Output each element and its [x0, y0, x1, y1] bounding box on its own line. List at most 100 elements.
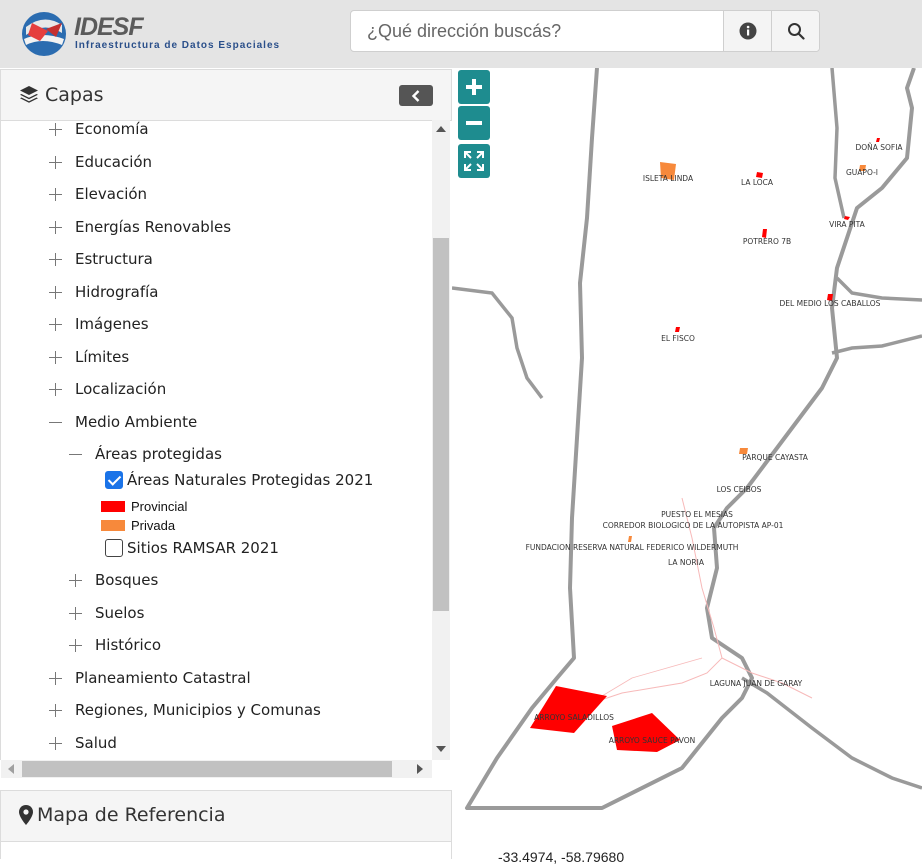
search-button[interactable]	[771, 11, 819, 51]
expand-icon[interactable]	[48, 736, 63, 751]
top-bar: IDESF Infraestructura de Datos Espaciale…	[0, 0, 922, 68]
scroll-down-arrow-icon[interactable]	[436, 746, 446, 752]
expand-icon[interactable]	[48, 155, 63, 170]
tree-item-suelos[interactable]: Suelos	[68, 599, 144, 627]
map-label: PUESTO EL MESIAS	[661, 510, 733, 519]
tree-item[interactable]: Hidrografía	[48, 278, 159, 306]
layer-anp[interactable]: Áreas Naturales Protegidas 2021	[105, 466, 373, 494]
side-panel: Capas Economía Educación Elevación Energ…	[0, 68, 452, 859]
expand-icon[interactable]	[48, 220, 63, 235]
address-search-input[interactable]	[351, 11, 723, 51]
protected-area-provincial	[844, 216, 850, 220]
department-boundary	[741, 676, 922, 790]
expand-icon[interactable]	[48, 703, 63, 718]
map-label: LAGUNA JUAN DE GARAY	[710, 679, 803, 688]
expand-icon[interactable]	[68, 573, 83, 588]
layer-checkbox[interactable]	[105, 539, 123, 557]
tree-item-historico[interactable]: Histórico	[68, 631, 161, 659]
tree-item-label: Planeamiento Catastral	[75, 669, 251, 687]
layer-checkbox[interactable]	[105, 471, 123, 489]
tree-item[interactable]: Regiones, Municipios y Comunas	[48, 696, 321, 724]
tree-item-label: Energías Renovables	[75, 218, 232, 236]
expand-icon[interactable]	[48, 671, 63, 686]
tree-item-label: Regiones, Municipios y Comunas	[75, 701, 321, 719]
tree-item[interactable]: Elevación	[48, 180, 147, 208]
river	[601, 657, 703, 697]
map-label: LOS CEIBOS	[717, 485, 762, 494]
expand-icon[interactable]	[68, 638, 83, 653]
logo-subtitle: Infraestructura de Datos Espaciales	[75, 40, 281, 51]
protected-area-provincial	[762, 229, 767, 238]
scroll-left-arrow-icon[interactable]	[8, 764, 14, 774]
expand-icon[interactable]	[68, 606, 83, 621]
reference-map-body	[0, 842, 452, 859]
expand-icon[interactable]	[48, 382, 63, 397]
tree-item[interactable]: Estructura	[48, 245, 153, 273]
map-label: VIRA PITA	[829, 220, 865, 229]
map-view[interactable]: DOÑA SOFIA GUAPO-I ISLETA LINDA LA LOCA …	[452, 68, 922, 859]
scrollbar-thumb[interactable]	[433, 238, 449, 611]
map-canvas[interactable]: DOÑA SOFIA GUAPO-I ISLETA LINDA LA LOCA …	[452, 68, 922, 859]
map-label: POTRERO 7B	[743, 237, 791, 246]
collapse-icon[interactable]	[68, 447, 83, 462]
collapse-panel-button[interactable]	[399, 85, 433, 106]
plus-icon	[466, 79, 482, 95]
map-label: CORREDOR BIOLOGICO DE LA AUTOPISTA AP-01	[603, 521, 784, 530]
minus-icon	[466, 121, 482, 125]
scroll-right-arrow-icon[interactable]	[417, 764, 423, 774]
expand-icon[interactable]	[48, 252, 63, 267]
full-extent-button[interactable]	[458, 144, 490, 178]
vertical-scrollbar[interactable]	[432, 120, 450, 760]
tree-item[interactable]: Imágenes	[48, 310, 149, 338]
info-button[interactable]	[723, 11, 771, 51]
tree-item[interactable]: Límites	[48, 343, 129, 371]
expand-icon[interactable]	[48, 187, 63, 202]
protected-area-provincial	[675, 327, 680, 332]
tree-item-label: Medio Ambiente	[75, 413, 198, 431]
zoom-out-button[interactable]	[458, 106, 490, 140]
tree-item[interactable]: Localización	[48, 375, 166, 403]
map-marker-icon	[19, 805, 33, 825]
expand-icon[interactable]	[48, 350, 63, 365]
collapse-icon[interactable]	[48, 415, 63, 430]
department-boundary	[831, 334, 922, 355]
expand-icon[interactable]	[48, 122, 63, 137]
tree-item[interactable]: Salud	[48, 729, 117, 757]
horizontal-scrollbar[interactable]	[1, 760, 432, 778]
tree-item[interactable]: Energías Renovables	[48, 213, 231, 241]
tree-item-label: Elevación	[75, 185, 148, 203]
tree-item[interactable]: Planeamiento Catastral	[48, 664, 251, 692]
map-label: EL FISCO	[661, 334, 695, 343]
tree-item-label: Hidrografía	[75, 283, 159, 301]
tree-item[interactable]: Economía	[48, 120, 149, 143]
globe-logo-icon	[22, 12, 66, 56]
department-boundary	[452, 286, 544, 400]
expand-icon[interactable]	[48, 285, 63, 300]
protected-area-provincial	[827, 294, 833, 301]
logo[interactable]: IDESF Infraestructura de Datos Espaciale…	[18, 9, 308, 59]
map-label: LA NORIA	[668, 558, 705, 567]
tree-item-medio-ambiente[interactable]: Medio Ambiente	[48, 408, 197, 436]
scrollbar-thumb[interactable]	[22, 761, 392, 777]
chevron-left-icon	[411, 89, 420, 102]
protected-area-provincial	[612, 713, 680, 752]
zoom-in-button[interactable]	[458, 70, 490, 104]
reference-map-header[interactable]: Mapa de Referencia	[0, 790, 452, 842]
legend-swatch	[101, 519, 125, 531]
map-label: ISLETA LINDA	[643, 174, 694, 183]
map-label: GUAPO-I	[846, 168, 878, 177]
tree-item-areas-protegidas[interactable]: Áreas protegidas	[68, 440, 222, 468]
layer-ramsar[interactable]: Sitios RAMSAR 2021	[105, 534, 279, 562]
tree-item[interactable]: Educación	[48, 148, 152, 176]
map-label: ARROYO SAUCE PAVON	[609, 736, 696, 745]
layers-panel-header[interactable]: Capas	[0, 69, 452, 121]
map-label: PARQUE CAYASTA	[742, 453, 809, 462]
layer-tree: Economía Educación Elevación Energías Re…	[0, 120, 432, 760]
legend-item-privada: Privada	[101, 516, 175, 534]
expand-icon[interactable]	[48, 317, 63, 332]
scroll-up-arrow-icon[interactable]	[436, 126, 446, 132]
province-boundary	[465, 68, 916, 810]
search-icon	[787, 23, 805, 40]
tree-item-bosques[interactable]: Bosques	[68, 566, 158, 594]
tree-item-label: Economía	[75, 120, 149, 138]
